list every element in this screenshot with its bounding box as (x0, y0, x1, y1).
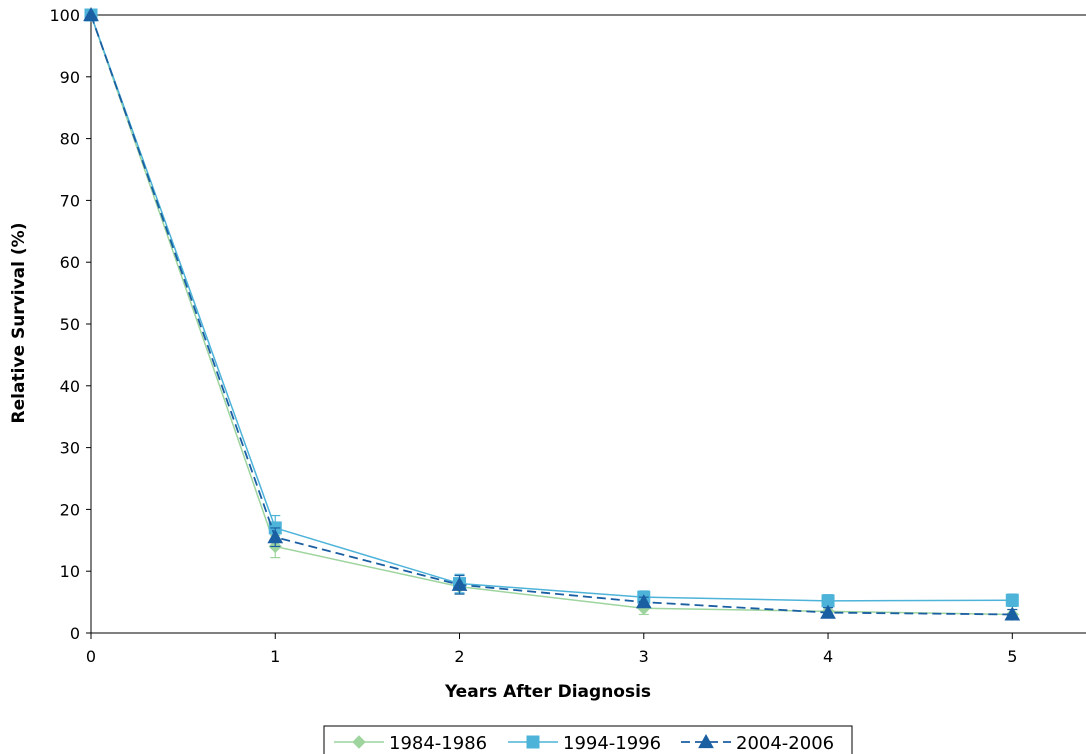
legend-item-1994-1996: 1994-1996 (508, 733, 661, 754)
x-tick-label: 1 (270, 647, 280, 666)
legend-swatch-marker (526, 735, 540, 749)
series-1984-1986 (84, 8, 1020, 622)
x-tick-label: 0 (86, 647, 96, 666)
data-point (1005, 593, 1019, 607)
legend: 1984-1986 1994-1996 2004-2006 (323, 725, 853, 754)
data-point (635, 594, 652, 609)
y-tick-label: 40 (60, 377, 80, 396)
y-tick-label: 50 (60, 315, 80, 334)
legend-swatch-marker (352, 735, 366, 749)
series-line (90, 14, 1013, 602)
x-tick-label: 3 (639, 647, 649, 666)
legend-item-2004-2006: 2004-2006 (681, 733, 834, 754)
legend-label: 1994-1996 (563, 733, 661, 754)
axes: 0 10 20 30 40 50 60 70 80 90 100 0 1 2 3 4 5 (49, 6, 1086, 666)
series-1994-1996 (84, 8, 1019, 608)
y-axis-label: Relative Survival (%) (9, 223, 29, 424)
series-layer (83, 6, 1021, 622)
y-tick-label: 60 (60, 253, 80, 272)
y-tick-label: 30 (60, 439, 80, 458)
legend-label: 2004-2006 (736, 733, 834, 754)
legend-swatch-marker (698, 733, 714, 749)
series-line (90, 14, 1013, 616)
y-tick-label: 70 (60, 191, 80, 210)
y-tick-label: 100 (49, 6, 80, 25)
series-line (90, 14, 1013, 616)
data-point (83, 6, 99, 22)
data-point (451, 576, 468, 591)
data-point (267, 529, 284, 544)
legend-item-1984-1986: 1984-1986 (334, 733, 487, 754)
y-tick-label: 90 (60, 68, 80, 87)
x-axis-label: Years After Diagnosis (444, 682, 651, 702)
x-tick-label: 4 (823, 647, 833, 666)
data-point (1004, 606, 1021, 621)
legend-label: 1984-1986 (389, 733, 487, 754)
y-tick-label: 10 (60, 562, 80, 581)
y-tick-label: 80 (60, 130, 80, 149)
y-tick-label: 20 (60, 500, 80, 519)
data-point (820, 604, 836, 619)
y-tick-label: 0 (70, 624, 80, 643)
series-2004-2006 (83, 6, 1021, 621)
legend-frame (323, 725, 853, 754)
x-tick-label: 2 (454, 647, 464, 666)
x-tick-label: 5 (1007, 647, 1017, 666)
